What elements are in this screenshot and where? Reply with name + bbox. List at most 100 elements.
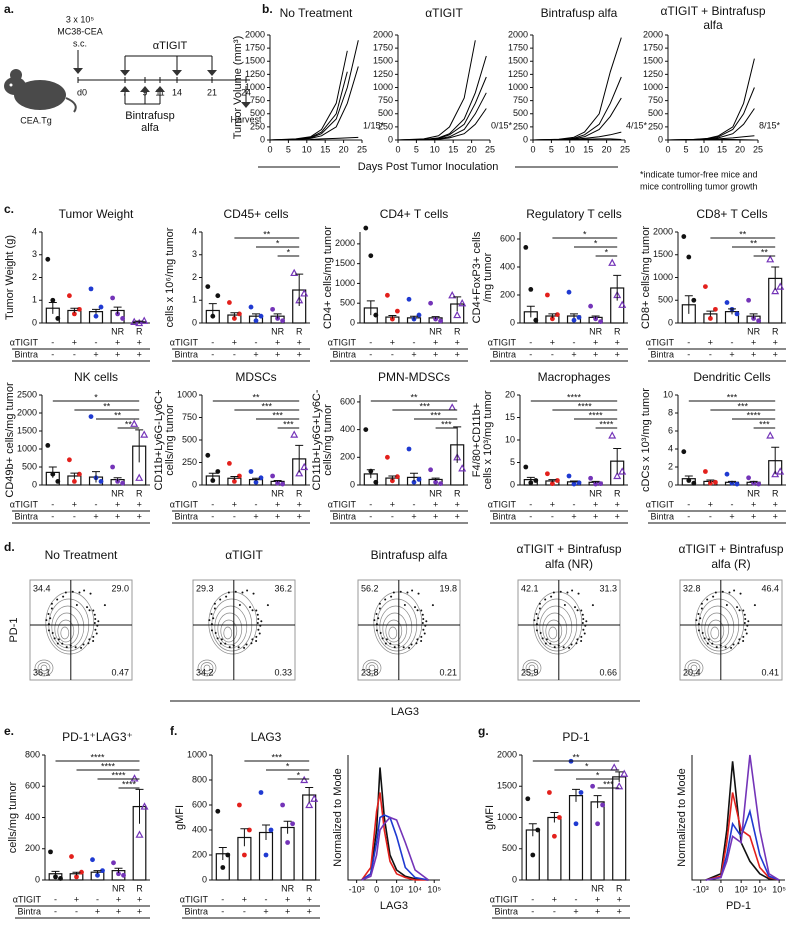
table-cell: + <box>751 511 756 521</box>
data-point <box>305 800 314 809</box>
chart-title: PMN-MDSCs <box>378 370 450 384</box>
error-bar <box>366 469 375 479</box>
y-tick-label: 600 <box>192 799 207 809</box>
y-tick-label: 400 <box>500 261 515 271</box>
error-bar <box>615 771 624 782</box>
table-cell: + <box>615 499 620 509</box>
x-tick-label: 10³ <box>390 884 403 894</box>
table-cell: + <box>115 511 120 521</box>
event-dot <box>743 613 746 616</box>
y-tick-label: 20 <box>505 389 515 399</box>
data-point <box>390 316 395 322</box>
event-dot <box>103 604 106 607</box>
event-dot <box>700 607 703 610</box>
event-dot <box>583 632 586 635</box>
flow-title: αTIGIT <box>225 548 263 562</box>
table-cell: - <box>553 906 556 916</box>
data-point <box>523 464 529 470</box>
data-point <box>69 854 74 859</box>
contour <box>40 664 48 672</box>
table-cell: + <box>455 349 460 359</box>
chart-title: CD8+ T Cells <box>696 207 767 221</box>
error-bar <box>208 303 217 318</box>
chart-title: Bintrafusp alfa <box>541 6 618 20</box>
contour <box>690 664 698 672</box>
annotation: 8/15* <box>759 120 781 130</box>
table-cell: + <box>593 499 598 509</box>
event-dot <box>431 604 434 607</box>
row-label: αTIGIT <box>488 337 517 347</box>
arrow-head <box>73 68 83 74</box>
event-dot <box>538 607 541 610</box>
y-tick-label: 0 <box>192 479 197 489</box>
table-cell: + <box>411 349 416 359</box>
bar <box>568 795 584 881</box>
data-point <box>598 481 603 487</box>
data-point <box>290 430 299 438</box>
quadrant-value: 34.4 <box>33 583 51 593</box>
significance-label: * <box>286 761 290 771</box>
data-point <box>45 443 51 448</box>
event-dot <box>62 595 65 598</box>
data-point <box>776 467 785 475</box>
data-point <box>590 783 595 789</box>
event-dot <box>585 620 588 623</box>
data-point <box>270 306 275 312</box>
event-dot <box>214 631 217 634</box>
y-tick-label: 250 <box>648 121 663 131</box>
x-axis-label: LAG3 <box>380 900 408 912</box>
event-dot <box>225 595 228 598</box>
category-label: NR <box>591 883 604 893</box>
data-point <box>237 473 242 479</box>
table-cell: + <box>550 337 555 347</box>
event-dot <box>213 607 216 610</box>
data-point <box>290 268 299 277</box>
event-dot <box>582 628 585 631</box>
x-tick-label: 20 <box>339 144 349 154</box>
y-tick-label: 1000 <box>335 278 355 288</box>
x-tick-label: 0 <box>395 144 400 154</box>
significance-label: * <box>583 229 587 239</box>
table-cell: - <box>211 499 214 509</box>
y-tick-label: 2 <box>32 272 37 282</box>
event-dot <box>256 622 259 624</box>
data-point <box>225 852 231 858</box>
y-tick-label: 0 <box>202 874 207 884</box>
table-cell: - <box>221 906 224 916</box>
injection-label: s.c. <box>73 38 87 48</box>
y-axis-label: CD4+ cells/mg tumor <box>322 226 334 329</box>
data-point <box>130 774 139 782</box>
y-tick-label: 0 <box>523 134 528 144</box>
x-tick-label: 10⁵ <box>427 884 441 894</box>
event-dot <box>742 639 745 642</box>
row-label: Bintra <box>14 511 38 521</box>
y-tick-label: 750 <box>648 95 663 105</box>
data-point <box>100 868 105 874</box>
quadrant-value: 32.8 <box>683 583 701 593</box>
error-bar <box>70 472 79 479</box>
category-label: R <box>454 488 461 498</box>
significance-label: **** <box>599 419 614 429</box>
event-dot <box>257 628 260 631</box>
contour <box>51 605 85 649</box>
arrow-head <box>241 102 251 108</box>
event-dot <box>697 612 700 615</box>
error-bar <box>252 313 260 319</box>
error-bar <box>570 313 578 319</box>
y-tick-label: 10 <box>663 389 673 399</box>
x-tick-label: 10³ <box>735 884 748 894</box>
table-cell: + <box>552 894 557 904</box>
contour <box>54 612 80 646</box>
event-dot <box>737 642 740 645</box>
y-tick-label: 600 <box>500 233 515 243</box>
table-cell: - <box>731 499 734 509</box>
x-tick-label: 25 <box>485 144 495 154</box>
significance-label: *** <box>430 410 441 420</box>
category-label: R <box>772 488 779 498</box>
table-cell: - <box>51 349 54 359</box>
y-tick-label: 0 <box>510 479 515 489</box>
event-dot <box>545 638 548 641</box>
data-point <box>438 318 443 324</box>
event-dot <box>50 602 53 605</box>
quadrant-value: 20.4 <box>683 667 701 677</box>
